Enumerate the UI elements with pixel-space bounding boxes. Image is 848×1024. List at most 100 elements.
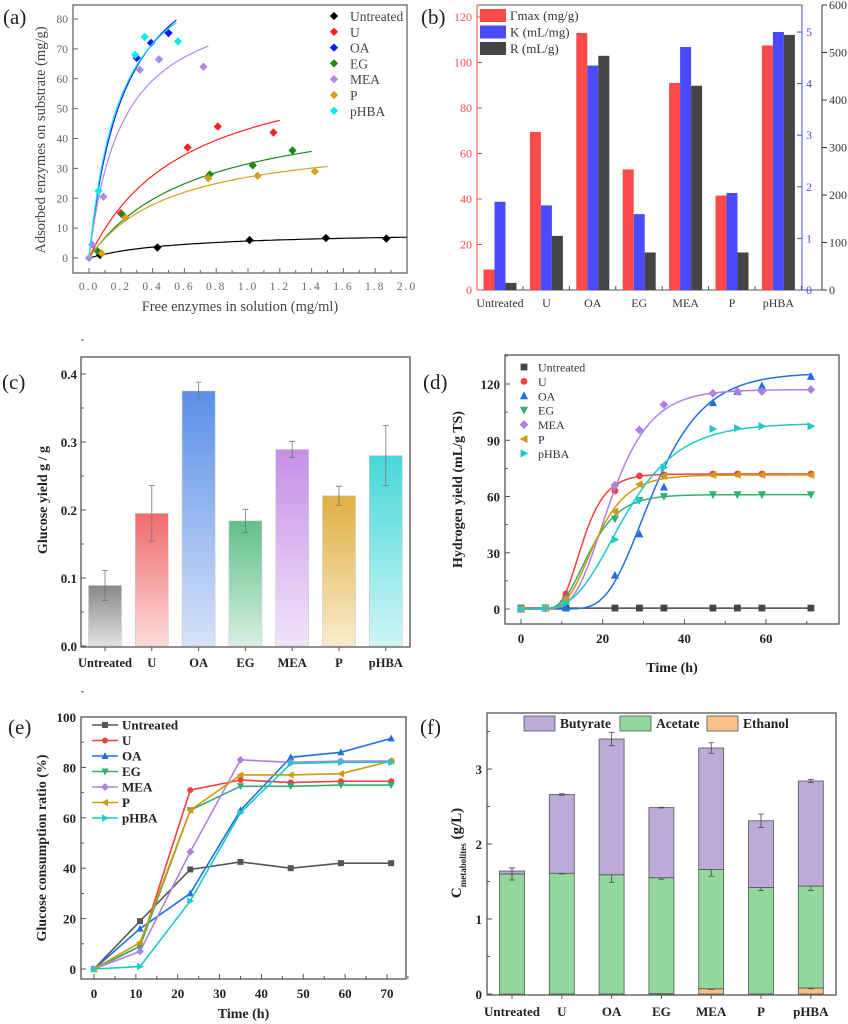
data-point: [321, 233, 331, 243]
data-point: [237, 777, 244, 783]
legend-marker: [520, 449, 529, 458]
data-point: [337, 782, 345, 789]
x-tick-label: EG: [652, 1004, 671, 1019]
data-point: [388, 758, 396, 766]
x-tick-label: 20: [596, 631, 609, 646]
data-point: [634, 425, 644, 435]
legend-marker: [329, 106, 339, 115]
data-point: [636, 604, 643, 612]
x-axis-title: Time (h): [646, 661, 698, 676]
data-point: [287, 865, 294, 872]
legend-marker: [520, 378, 528, 385]
data-point: [733, 491, 742, 500]
bar-segment-butyrate: [698, 747, 725, 870]
legend-marker: [101, 783, 109, 791]
data-point: [337, 758, 345, 766]
fit-curve-phba: [88, 22, 177, 259]
data-point: [236, 783, 245, 791]
data-point: [173, 37, 183, 46]
legend-marker: [329, 11, 339, 21]
legend-label: Untreated: [122, 718, 179, 733]
y-tick-label: 60: [57, 74, 69, 86]
data-point: [237, 858, 244, 865]
error-bar: [382, 425, 389, 486]
data-point: [204, 174, 213, 183]
legend-label: pHBA: [122, 811, 158, 826]
data-point: [757, 491, 766, 500]
data-point: [382, 234, 391, 243]
error-bar: [807, 779, 814, 783]
data-point: [610, 507, 619, 516]
left-tick-label: 0: [466, 283, 472, 297]
legend-marker: [329, 43, 339, 52]
legend-label: Acetate: [656, 716, 699, 731]
y-tick-label: 0: [494, 602, 501, 617]
error-bar: [509, 867, 515, 875]
data-point: [287, 760, 295, 768]
data-point: [732, 387, 742, 396]
data-point: [154, 55, 164, 64]
data-point: [807, 422, 816, 431]
data-point: [806, 491, 815, 500]
y-axis-title: Adsorbed enzymes on substrate (mg/g): [33, 26, 49, 253]
data-point: [136, 924, 144, 932]
right-inner-tick-label: 3: [806, 128, 812, 142]
right-outer-tick-label: 200: [829, 188, 847, 202]
error-bar: [658, 806, 665, 809]
bar-γmax: [483, 269, 495, 290]
x-tick-label: 70: [381, 986, 394, 1001]
legend-marker: [329, 27, 339, 36]
legend-swatch: [480, 9, 506, 22]
x-tick-label: 40: [255, 986, 268, 1001]
data-point: [132, 53, 141, 62]
data-point: [517, 604, 526, 614]
data-point: [94, 186, 103, 195]
data-point: [269, 128, 278, 137]
left-tick-label: 80: [460, 101, 472, 115]
fit-curve-mea: [88, 45, 209, 259]
data-point: [561, 603, 570, 612]
data-point: [708, 470, 717, 480]
bar-segment-acetate: [499, 873, 525, 995]
legend-label: EG: [350, 56, 368, 71]
y-tick-label: 50: [57, 104, 69, 116]
x-tick-label: 30: [213, 986, 226, 1001]
bar-segment-acetate: [797, 885, 824, 989]
panel-label: (a): [3, 5, 26, 29]
x-tick-label: U: [542, 296, 551, 310]
data-point: [187, 866, 194, 873]
data-point: [610, 480, 620, 490]
right-outer-tick-label: 600: [829, 0, 847, 12]
x-tick-label: 60: [760, 631, 773, 646]
data-point: [757, 470, 766, 480]
error-bar: [242, 508, 249, 533]
bar-γmax: [622, 169, 634, 290]
bar-k: [726, 192, 738, 290]
y-axis-title-part: metabolites: [458, 843, 468, 887]
x-tick-label: pHBA: [369, 656, 403, 670]
fit-curve-oa: [521, 373, 811, 610]
bar-r: [691, 85, 703, 290]
x-tick-label: P: [335, 656, 343, 670]
fit-curve-oa: [88, 19, 177, 259]
legend-label: P: [350, 88, 358, 103]
y-tick-label: 40: [63, 861, 76, 876]
data-point: [636, 496, 644, 505]
y-tick-label: 3: [476, 762, 483, 777]
legend-label: R (mL/g): [510, 41, 559, 56]
x-tick-label: OA: [189, 656, 208, 670]
legend-label: MEA: [538, 418, 565, 432]
x-tick-label: OA: [602, 1004, 622, 1019]
x-axis-title: Free enzymes in solution (mg/ml): [142, 299, 339, 315]
x-tick-label: 1.2: [270, 281, 290, 293]
data-point: [387, 782, 395, 789]
x-tick-label: 1.4: [301, 281, 321, 293]
data-point: [758, 604, 766, 612]
data-point: [245, 235, 254, 245]
y-tick-label: 0.0: [61, 639, 77, 654]
data-point: [186, 889, 194, 897]
x-tick-label: P: [757, 1004, 765, 1019]
plot-frame-d: [504, 354, 840, 625]
bar-γmax: [576, 32, 588, 291]
